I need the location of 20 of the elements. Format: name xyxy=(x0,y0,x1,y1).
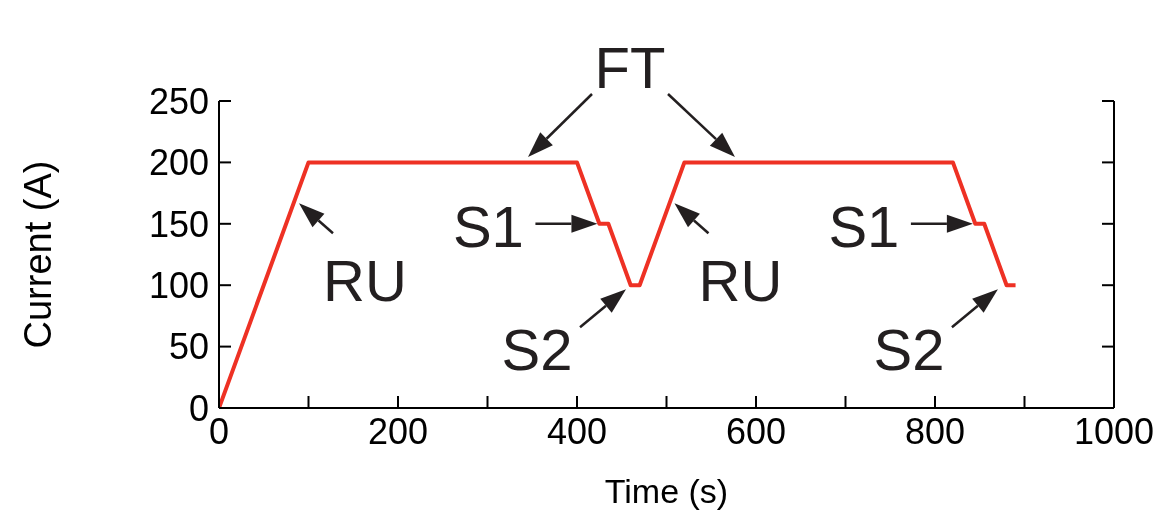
x-tick-label: 200 xyxy=(367,410,429,452)
x-tick-label: 800 xyxy=(904,410,966,452)
annotation: S2 xyxy=(501,317,573,383)
y-tick-label: 50 xyxy=(168,326,209,368)
annotation: RU xyxy=(698,248,783,314)
x-axis-title: Time (s) xyxy=(604,472,729,510)
annotation: S1 xyxy=(828,193,900,259)
y-tick-label: 150 xyxy=(148,203,209,245)
annotation: S1 xyxy=(452,193,524,259)
line-series xyxy=(219,160,1018,408)
x-tick-label: 600 xyxy=(725,410,787,452)
y-tick-label: 250 xyxy=(148,80,209,122)
annotation: RU xyxy=(323,248,407,314)
text: FT xyxy=(594,35,666,100)
y-axis-title: Current (A) xyxy=(17,160,60,349)
annotation: S2 xyxy=(873,317,945,383)
x-tick-label: 400 xyxy=(546,410,608,452)
y-tick-label: 200 xyxy=(148,142,209,184)
y-tick-label: 100 xyxy=(148,264,209,306)
x-tick-label: 1000 xyxy=(1073,410,1155,452)
